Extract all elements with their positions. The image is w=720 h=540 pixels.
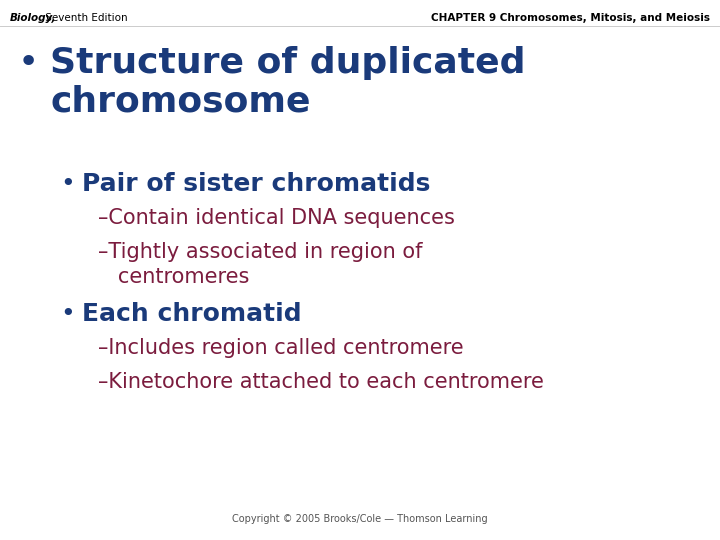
Text: –Includes region called centromere: –Includes region called centromere: [98, 338, 464, 358]
Text: Copyright © 2005 Brooks/Cole — Thomson Learning: Copyright © 2005 Brooks/Cole — Thomson L…: [232, 514, 488, 524]
Text: Seventh Edition: Seventh Edition: [42, 13, 127, 23]
Text: •: •: [18, 46, 40, 80]
Text: –Tightly associated in region of
   centromeres: –Tightly associated in region of centrom…: [98, 242, 423, 287]
Text: Each chromatid: Each chromatid: [82, 302, 302, 326]
Text: –Kinetochore attached to each centromere: –Kinetochore attached to each centromere: [98, 372, 544, 392]
Text: Structure of duplicated
chromosome: Structure of duplicated chromosome: [50, 46, 526, 118]
Text: •: •: [60, 302, 75, 326]
Text: •: •: [60, 172, 75, 196]
Text: –Contain identical DNA sequences: –Contain identical DNA sequences: [98, 208, 455, 228]
Text: CHAPTER 9 Chromosomes, Mitosis, and Meiosis: CHAPTER 9 Chromosomes, Mitosis, and Meio…: [431, 13, 710, 23]
Text: Pair of sister chromatids: Pair of sister chromatids: [82, 172, 431, 196]
Text: Biology,: Biology,: [10, 13, 56, 23]
